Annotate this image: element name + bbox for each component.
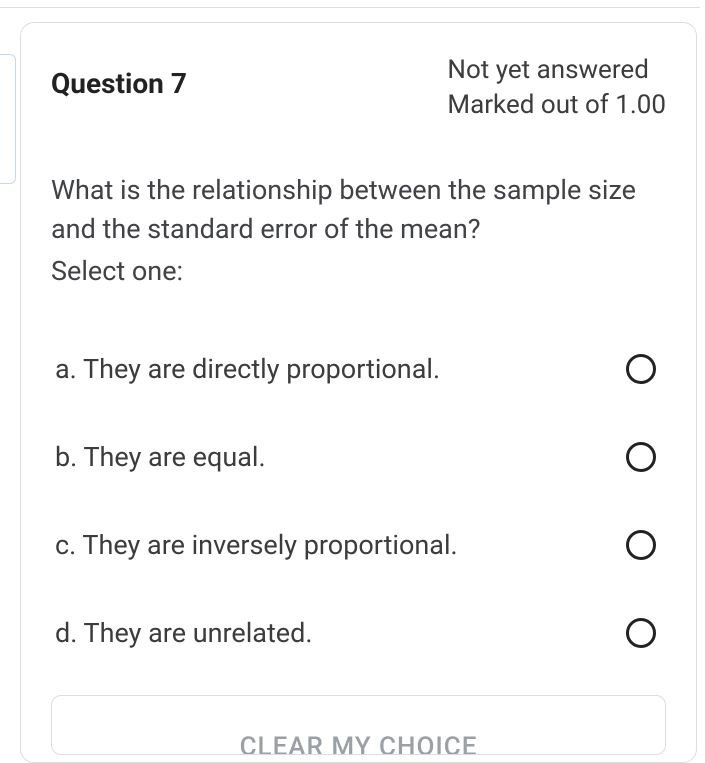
option-b[interactable]: b. They are equal.	[51, 413, 666, 501]
option-c-text: c. They are inversely proportional.	[55, 529, 458, 561]
question-prompt: What is the relationship between the sam…	[51, 171, 666, 249]
radio-icon	[626, 442, 656, 472]
question-card: Question 7 Not yet answered Marked out o…	[20, 22, 697, 763]
radio-icon	[626, 618, 656, 648]
select-one-label: Select one:	[51, 255, 666, 287]
option-d-text: d. They are unrelated.	[55, 617, 312, 649]
clear-choice-label: CLEAR MY CHOICE	[240, 732, 478, 755]
top-divider	[0, 7, 700, 8]
flag-marker[interactable]	[0, 54, 16, 184]
status-marks: Marked out of 1.00	[447, 88, 666, 123]
clear-choice-button[interactable]: CLEAR MY CHOICE	[51, 695, 666, 755]
status-not-answered: Not yet answered	[447, 53, 666, 88]
option-a[interactable]: a. They are directly proportional.	[51, 325, 666, 413]
question-status: Not yet answered Marked out of 1.00	[447, 53, 666, 123]
radio-icon	[626, 354, 656, 384]
option-b-text: b. They are equal.	[55, 441, 266, 473]
option-c[interactable]: c. They are inversely proportional.	[51, 501, 666, 589]
radio-icon	[626, 530, 656, 560]
option-a-text: a. They are directly proportional.	[55, 353, 440, 385]
question-header: Question 7 Not yet answered Marked out o…	[51, 53, 666, 123]
question-title: Question 7	[51, 53, 187, 100]
option-d[interactable]: d. They are unrelated.	[51, 589, 666, 677]
